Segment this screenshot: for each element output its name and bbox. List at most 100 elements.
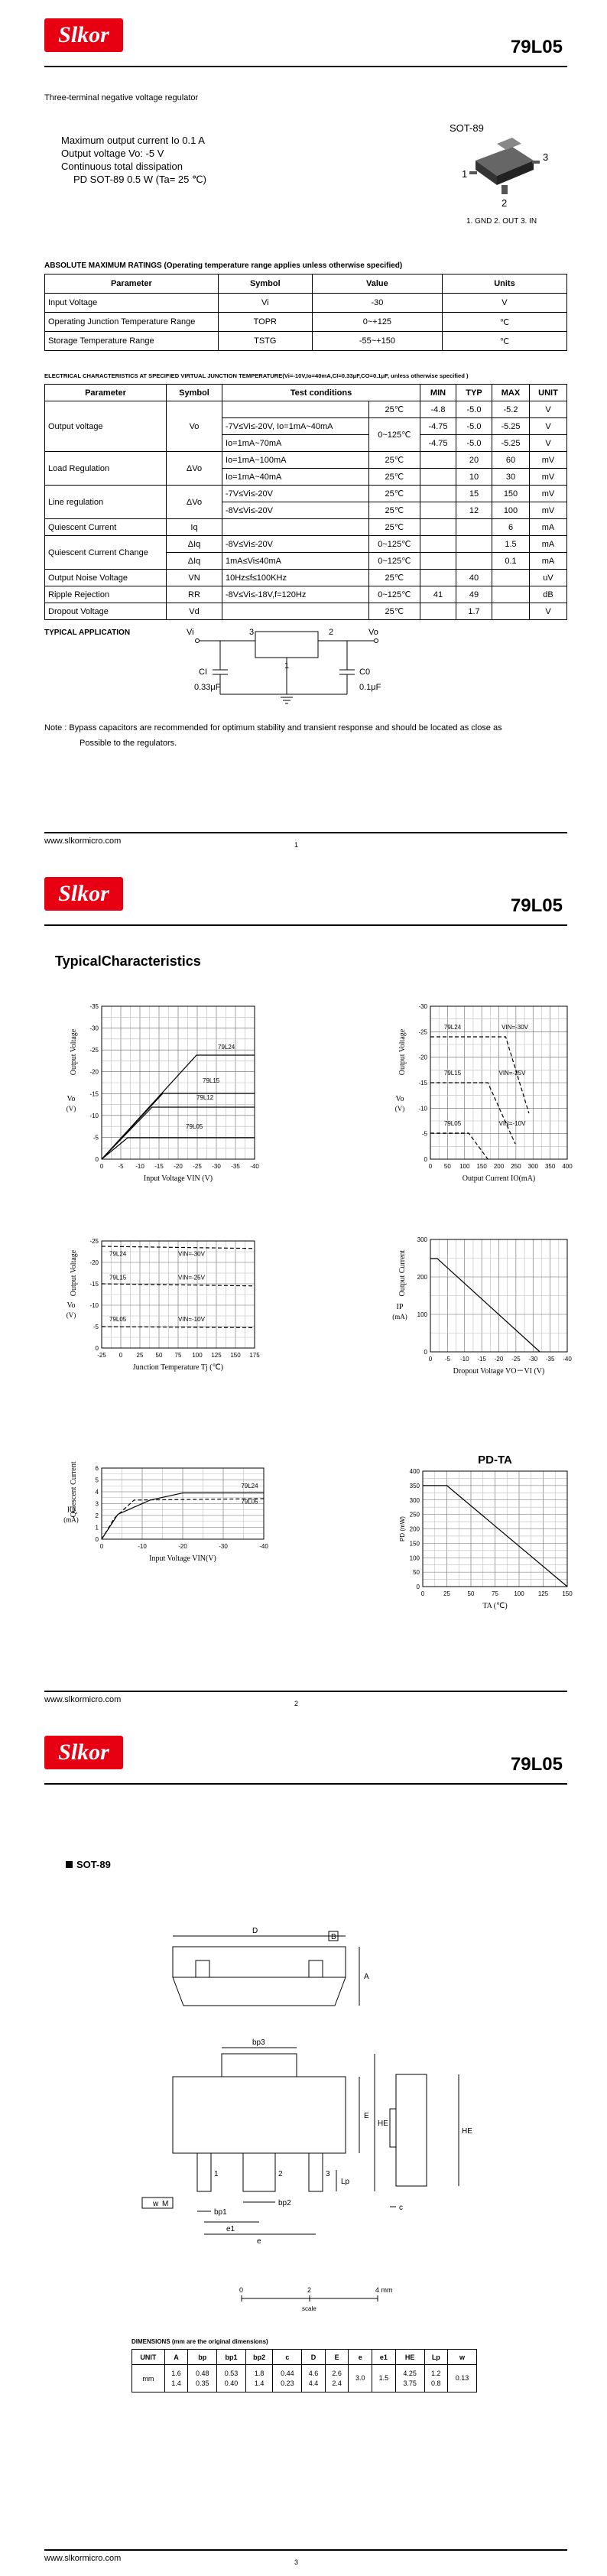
row: Output Noise Voltage VN 10Hz≤f≤100KHz 25℃ 40… — [44, 569, 567, 586]
cell: Dropout Voltage — [44, 603, 167, 620]
cell: V — [529, 434, 567, 452]
lead-outline — [196, 2152, 212, 2192]
y-tick-label: 350 — [410, 1483, 420, 1489]
tab-outline — [221, 2053, 297, 2077]
graphs: 0 -5 -10 -15 -20 -25 -30 -35 -400-5-10-15-20-25-… — [63, 1003, 573, 1610]
x-tick-label: 75 — [175, 1352, 182, 1359]
cell: -4.8 — [420, 401, 456, 418]
cell: ℃ — [441, 312, 568, 332]
circuit-label: 0.1μF — [359, 683, 381, 692]
cell: ΔIq — [166, 535, 222, 553]
cell: VN — [166, 569, 222, 586]
x-tick-label: -20 — [178, 1543, 187, 1550]
y-tick-label: 0 — [417, 1584, 420, 1590]
cell: -4.75 — [420, 434, 456, 452]
drawing-label: 3 — [326, 2170, 330, 2178]
cell: 25℃ — [368, 603, 421, 620]
package-tab — [497, 138, 521, 150]
drawing-label: e — [257, 2237, 261, 2246]
x-tick-label: 200 — [494, 1163, 505, 1170]
row: Storage Temperature Range TSTG -55~+150 ℃ — [44, 331, 568, 351]
cell: uV — [529, 569, 567, 586]
header-cell: bp2 — [245, 2349, 274, 2365]
y-tick-label: -15 — [89, 1090, 99, 1097]
cell: 2.6 2.4 — [324, 2364, 349, 2392]
cell: Vi — [217, 293, 313, 313]
y-axis-unit: (V) — [395, 1105, 405, 1113]
header-cell: e — [348, 2349, 373, 2365]
cell — [420, 603, 456, 620]
cell: 1.5 — [372, 2364, 396, 2392]
y-tick-label: -15 — [418, 1080, 427, 1087]
y-tick-label: 150 — [410, 1540, 420, 1547]
x-tick-label: 50 — [156, 1352, 163, 1359]
cell — [420, 518, 456, 536]
cell — [492, 603, 530, 620]
note: Note : Bypass capacitors are recommended… — [44, 723, 502, 733]
value: 1.4 — [171, 2379, 181, 2387]
y-tick-label: 300 — [417, 1236, 428, 1243]
y-tick-label: 100 — [410, 1554, 420, 1561]
table-title: DIMENSIONS (mm are the original dimensio… — [131, 2338, 268, 2345]
x-tick-label: 75 — [492, 1590, 498, 1597]
cell: -7V≤Vi≤-20V — [222, 485, 369, 502]
cell — [456, 518, 492, 536]
cell: 25℃ — [368, 468, 421, 486]
curve-label: 79L24 — [218, 1044, 235, 1051]
y-tick-label: -20 — [418, 1054, 427, 1061]
x-axis-label: TA (℃) — [482, 1602, 507, 1610]
value: 2.4 — [332, 2379, 342, 2387]
cell: 0~125℃ — [368, 552, 421, 570]
plot-frame — [101, 1005, 255, 1160]
cell: -5.0 — [456, 434, 492, 452]
cell: 25℃ — [368, 451, 421, 469]
row: Operating Junction Temperature Range TOPR… — [44, 312, 568, 332]
cell — [492, 569, 530, 586]
y-tick-label: 0 — [96, 1156, 99, 1163]
cell: -5.2 — [492, 401, 530, 418]
cell: Io=1mA~100mA — [222, 451, 369, 469]
y-axis-label: PD (mW) — [399, 1516, 406, 1541]
row: -7V≤Vi≤-20V, Io=1mA~40mA 0~125℃ -4.75 -5.0-… — [45, 417, 567, 452]
value: 4.25 — [403, 2369, 417, 2377]
x-axis-label: Input Voltage VIN(V) — [149, 1554, 216, 1563]
cell — [456, 535, 492, 553]
drawing-label: e1 — [226, 2225, 235, 2233]
y-axis-unit: (mA) — [63, 1516, 79, 1524]
drawing-label: 1 — [214, 2170, 219, 2178]
value: 0.48 — [195, 2369, 209, 2377]
cell: ΔIq — [166, 552, 222, 570]
section-title: TypicalCharacteristics — [55, 953, 201, 969]
curve — [101, 1246, 255, 1249]
row: Line regulation ΔVo -7V≤Vi≤-20V 25℃ 15 150 mV — [44, 485, 567, 519]
x-tick-label: 0 — [100, 1163, 104, 1170]
cell: -5.25 — [492, 434, 530, 452]
y-tick-label: 0 — [96, 1345, 99, 1352]
cell: ΔVo — [166, 451, 222, 486]
header-cell: UNIT — [131, 2349, 165, 2365]
cell — [420, 552, 456, 570]
x-tick-label: 125 — [538, 1590, 549, 1597]
y-tick-label: 1 — [96, 1525, 99, 1532]
x-tick-label: 350 — [545, 1163, 556, 1170]
y-tick-label: -30 — [418, 1003, 427, 1010]
x-tick-label: 50 — [444, 1163, 451, 1170]
pin-label: 2 — [502, 197, 507, 209]
y-axis-label: Output Current — [398, 1249, 407, 1296]
cell: mV — [529, 502, 567, 519]
y-axis-symbol: Vo — [67, 1301, 76, 1310]
y-axis-label: Output Voltage — [70, 1028, 78, 1075]
application-circuit: Vi 3 2 Vo 1 CI 0.33μF C0 0.1μF — [187, 628, 381, 704]
x-tick-label: -25 — [511, 1356, 521, 1363]
cell: 0~125℃ — [368, 586, 421, 603]
cell: 25℃ — [368, 502, 421, 519]
drawing-label: A — [364, 1973, 369, 1981]
x-tick-label: -10 — [135, 1163, 144, 1170]
header-cell: w — [447, 2349, 477, 2365]
lead — [469, 171, 477, 174]
drawing-label: D — [252, 1927, 258, 1935]
y-tick-label: -30 — [89, 1025, 99, 1032]
terminal — [374, 638, 378, 643]
cell: 25℃ — [368, 569, 421, 586]
lead-outline — [242, 2152, 276, 2192]
